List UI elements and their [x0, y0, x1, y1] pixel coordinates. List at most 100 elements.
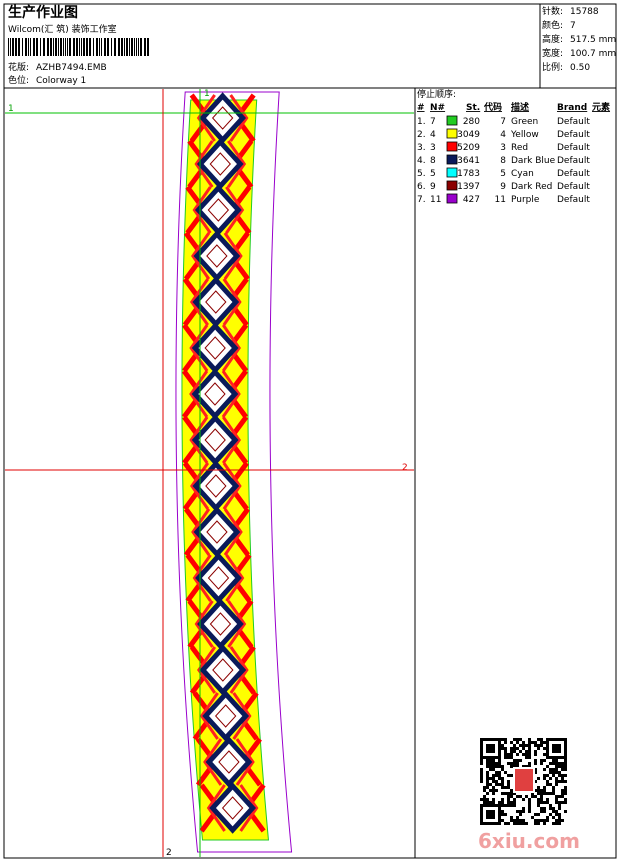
qr-cell [537, 819, 540, 822]
red-chevron [189, 324, 209, 372]
bar-stripe [144, 38, 146, 56]
bar-stripe [107, 38, 109, 56]
qr-cell [519, 822, 522, 825]
qr-cell [486, 786, 489, 789]
qr-cell [504, 741, 507, 744]
qr-cell [552, 792, 555, 795]
bar-stripe [101, 38, 102, 56]
qr-cell [537, 777, 540, 780]
qr-cell [480, 813, 483, 816]
qr-cell [480, 804, 483, 807]
bar-stripe [10, 38, 11, 56]
qr-cell [555, 738, 558, 741]
red-chevron [221, 324, 241, 372]
qr-cell [510, 753, 513, 756]
qr-cell [480, 780, 483, 783]
qr-cell [492, 786, 495, 789]
qr-cell [528, 750, 531, 753]
qr-cell [480, 822, 483, 825]
qr-cell [501, 810, 504, 813]
bar-stripe [28, 38, 29, 56]
row-brand: Default [557, 169, 590, 179]
qr-cell [501, 765, 504, 768]
qr-cell [549, 777, 552, 780]
qr-cell [558, 774, 561, 777]
inner-diamond [209, 612, 232, 636]
bar-stripe [65, 38, 66, 56]
qr-cell [486, 798, 489, 801]
qr-cell [495, 783, 498, 786]
qr-cell [495, 780, 498, 783]
qr-cell [501, 804, 504, 807]
inner-diamond [207, 198, 230, 222]
qr-cell [555, 756, 558, 759]
qr-cell [501, 780, 504, 783]
page-border [3, 3, 617, 859]
red-chevron [239, 784, 259, 832]
qr-cell [510, 756, 513, 759]
inner-diamond [206, 244, 228, 268]
qr-cell [513, 750, 516, 753]
bar-stripe [136, 38, 137, 56]
qr-cell [558, 750, 561, 753]
qr-cell [492, 747, 495, 750]
qr-cell [555, 750, 558, 753]
qr-cell [528, 810, 531, 813]
qr-cell [537, 786, 540, 789]
qr-cell [507, 801, 510, 804]
qr-cell [498, 753, 501, 756]
qr-cell [540, 759, 543, 762]
qr-cell [507, 822, 510, 825]
qr-cell [516, 816, 519, 819]
qr-cell [537, 744, 540, 747]
qr-cell [525, 765, 528, 768]
qr-cell [552, 738, 555, 741]
qr-cell [498, 810, 501, 813]
qr-cell [555, 780, 558, 783]
red-chevron [189, 416, 209, 464]
qr-cell [552, 768, 555, 771]
qr-cell [510, 747, 513, 750]
qr-cell [540, 819, 543, 822]
bar-stripe [104, 38, 106, 56]
bar-stripe [89, 38, 91, 56]
row-description: Purple [511, 195, 540, 205]
red-chevron [227, 140, 247, 188]
qr-cell [492, 744, 495, 747]
qr-cell [546, 756, 549, 759]
qr-cell [480, 771, 483, 774]
colorway-label: 色位: [8, 74, 29, 86]
qr-cell [489, 738, 492, 741]
qr-cell [486, 744, 489, 747]
red-chevron [222, 278, 242, 326]
inner-diamond [205, 474, 227, 498]
qr-cell [480, 777, 483, 780]
qr-cell [498, 816, 501, 819]
qr-cell [540, 810, 543, 813]
qr-cell [495, 789, 498, 792]
qr-cell [507, 786, 510, 789]
guide-label: 2 [166, 848, 172, 858]
red-chevron [227, 600, 247, 648]
qr-cell [522, 798, 525, 801]
qr-cell [504, 792, 507, 795]
qr-cell [543, 753, 546, 756]
qr-cell [558, 813, 561, 816]
qr-cell [492, 774, 495, 777]
qr-cell [495, 804, 498, 807]
qr-cell [555, 783, 558, 786]
qr-cell [546, 816, 549, 819]
qr-cell [555, 819, 558, 822]
qr-cell [492, 756, 495, 759]
qr-cell [555, 762, 558, 765]
qr-cell [540, 762, 543, 765]
qr-cell [564, 738, 567, 741]
qr-cell [483, 804, 486, 807]
qr-cell [492, 777, 495, 780]
qr-cell [525, 744, 528, 747]
qr-cell [480, 774, 483, 777]
stop-sequence: 停止顺序: # N# St. 代码 描述 Brand 元素 1. 7 280 7 Green Defaul… [417, 88, 610, 205]
column-header: # [417, 103, 425, 113]
qr-cell [492, 765, 495, 768]
